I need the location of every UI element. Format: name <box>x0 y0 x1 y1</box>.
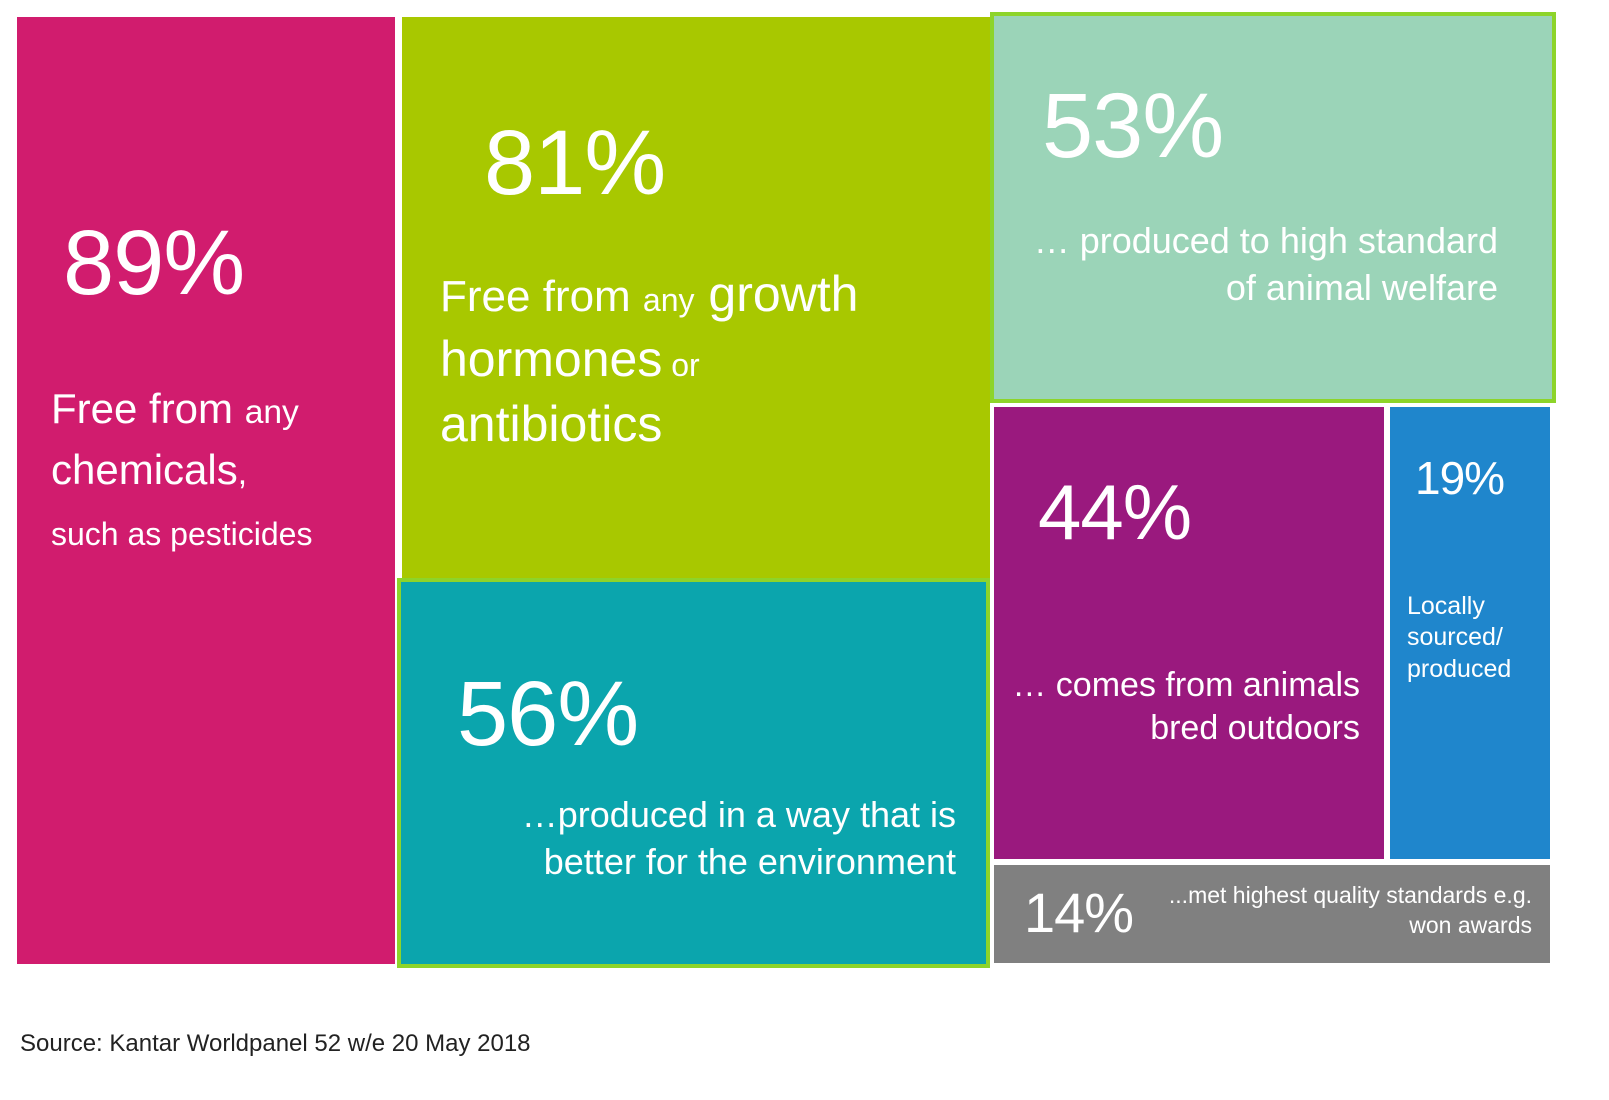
tile-value-89: 89% <box>63 212 245 314</box>
tile-label-animal-welfare: … produced to high standard of animal we… <box>1033 220 1498 308</box>
tile-free-from-chemicals: 89% Free from any chemicals, such as pes… <box>17 17 395 964</box>
tile-value-19: 19% <box>1415 452 1505 504</box>
tile-value-81: 81% <box>484 112 666 214</box>
tile-label-hormones: Free from any growth hormones or antibio… <box>440 266 859 452</box>
tile-label-locally-sourced: Locally sourced/ produced <box>1407 592 1512 683</box>
tile-label-chemicals: Free from any chemicals, such as pestici… <box>51 385 313 552</box>
tile-label-environment: …produced in a way that is better for th… <box>521 794 956 882</box>
tile-label-bred-outdoors: … comes from animals bred outdoors <box>1012 666 1360 747</box>
tile-label-quality-standards: ...met highest quality standards e.g. wo… <box>1168 882 1532 938</box>
tile-quality-standards: 14% ...met highest quality standards e.g… <box>994 865 1550 963</box>
tile-value-14: 14% <box>1024 881 1134 944</box>
tile-value-44: 44% <box>1038 468 1192 556</box>
tile-locally-sourced: 19% Locally sourced/ produced <box>1390 407 1550 859</box>
source-note: Source: Kantar Worldpanel 52 w/e 20 May … <box>20 1030 531 1057</box>
tile-bred-outdoors: 44% … comes from animals bred outdoors <box>994 407 1384 859</box>
tile-animal-welfare: 53% … produced to high standard of anima… <box>990 12 1556 403</box>
tile-environment: 56% …produced in a way that is better fo… <box>397 578 990 968</box>
tile-value-53: 53% <box>1042 75 1224 177</box>
tile-free-from-hormones: 81% Free from any growth hormones or ant… <box>402 17 990 578</box>
tile-value-56: 56% <box>457 663 639 765</box>
